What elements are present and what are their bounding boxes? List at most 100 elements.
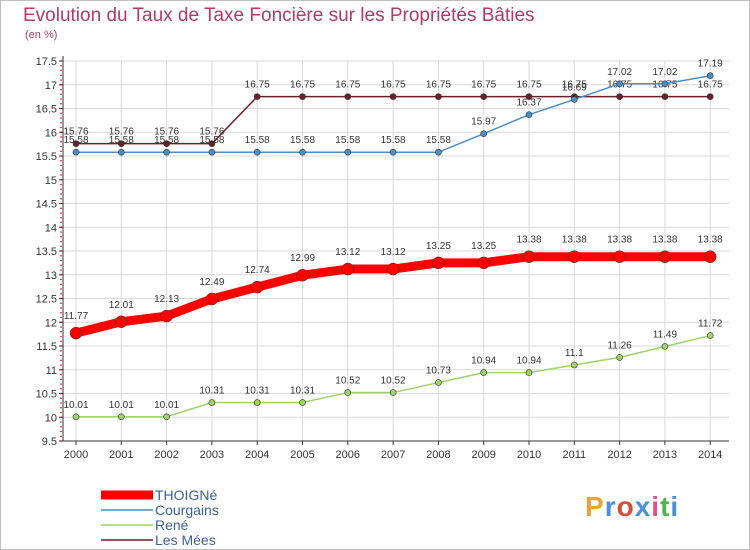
y-minor-dot: [60, 112, 62, 115]
y-minor-dot: [60, 345, 62, 347]
x-tick-label: 2006: [336, 449, 360, 461]
y-minor-dot: [60, 288, 62, 290]
data-label: 15.58: [245, 135, 270, 146]
x-tick-label: 2012: [607, 449, 631, 461]
y-minor-dot: [60, 302, 62, 305]
data-label: 13.12: [335, 247, 360, 258]
data-label: 10.94: [516, 356, 541, 367]
y-minor-dot: [60, 107, 62, 110]
data-label: 11.72: [698, 319, 723, 330]
data-label: 15.58: [63, 135, 88, 146]
data-label: 15.58: [290, 135, 315, 146]
legend-label: Les Mées: [155, 532, 216, 548]
logo-letter: t: [660, 491, 671, 522]
x-tick-label: 2009: [471, 449, 495, 461]
data-label: 16.75: [335, 80, 360, 91]
x-tick-label: 2013: [653, 449, 677, 461]
data-label: 16.75: [381, 80, 406, 91]
y-minor-dot: [60, 383, 62, 385]
y-minor-dot: [60, 349, 62, 352]
y-minor-dot: [60, 150, 62, 153]
y-minor-dot: [60, 140, 62, 143]
data-point: [661, 93, 669, 100]
data-label: 17.02: [652, 67, 677, 78]
data-label: 12.01: [109, 300, 134, 311]
data-point: [386, 262, 400, 276]
y-minor-dot: [60, 273, 62, 276]
y-tick-label: 13.5: [36, 246, 57, 258]
y-tick-label: 11.5: [36, 341, 57, 353]
data-label: 17.02: [607, 67, 632, 78]
data-label: 11.49: [653, 329, 678, 340]
data-label: 16.75: [426, 80, 451, 91]
logo-letter: r: [604, 491, 617, 522]
data-point: [163, 148, 170, 156]
y-minor-dot: [60, 330, 62, 333]
y-minor-dot: [60, 373, 62, 376]
data-point: [72, 148, 80, 156]
y-minor-dot: [60, 326, 62, 328]
data-point: [432, 256, 445, 270]
y-minor-dot: [60, 368, 62, 371]
data-point: [525, 93, 533, 100]
y-minor-dot: [60, 169, 62, 172]
y-minor-dot: [60, 297, 62, 300]
logo-letter: o: [616, 491, 635, 522]
data-label: 10.52: [381, 376, 406, 387]
data-label: 10.01: [154, 400, 179, 411]
data-label: 16.75: [562, 80, 587, 91]
data-point: [480, 130, 488, 137]
data-label: 17.19: [698, 59, 723, 70]
data-point: [525, 111, 533, 118]
data-label: 15.76: [199, 127, 224, 138]
y-minor-dot: [60, 340, 62, 343]
y-minor-dot: [60, 74, 62, 77]
y-minor-dot: [60, 278, 62, 281]
y-minor-dot: [60, 316, 62, 319]
data-label: 10.73: [426, 366, 451, 377]
data-point: [525, 369, 533, 376]
data-label: 11.26: [607, 340, 632, 351]
proxiti-logo: Proxiti: [585, 491, 679, 523]
y-minor-dot: [60, 335, 62, 338]
data-label: 16.75: [245, 80, 270, 91]
y-minor-dot: [60, 359, 62, 362]
data-point: [69, 326, 83, 340]
data-point: [253, 93, 261, 100]
logo-letter: P: [585, 491, 605, 522]
data-label: 13.38: [516, 235, 541, 246]
logo-letter: x: [634, 491, 652, 522]
x-tick-label: 2002: [154, 449, 178, 461]
data-point: [299, 148, 306, 156]
y-tick-label: 14.5: [36, 199, 57, 211]
chart-title: Evolution du Taux de Taxe Foncière sur l…: [23, 5, 535, 26]
y-minor-dot: [60, 98, 62, 100]
data-label: 15.58: [109, 135, 134, 146]
data-label: 15.58: [199, 135, 224, 146]
data-label: 16.75: [290, 80, 315, 91]
data-label: 13.38: [698, 235, 723, 246]
data-point: [208, 148, 216, 156]
data-point: [616, 93, 623, 100]
y-tick-label: 9.5: [42, 436, 57, 448]
data-point: [570, 361, 578, 369]
y-tick-label: 10: [45, 412, 57, 424]
data-label: 15.97: [471, 117, 496, 128]
legend-label: Courgains: [155, 502, 219, 518]
data-label: 16.75: [471, 80, 496, 91]
y-minor-dot: [60, 131, 62, 134]
data-point: [613, 250, 626, 263]
data-point: [616, 80, 623, 88]
data-point: [344, 389, 352, 396]
data-label: 15.58: [381, 135, 406, 146]
y-minor-dot: [60, 83, 62, 86]
data-point: [480, 369, 488, 376]
data-point: [477, 256, 490, 270]
data-label: 13.38: [562, 235, 587, 246]
data-point: [389, 148, 397, 156]
y-minor-dot: [60, 364, 62, 366]
data-label: 15.76: [154, 127, 179, 138]
y-minor-dot: [60, 283, 62, 286]
